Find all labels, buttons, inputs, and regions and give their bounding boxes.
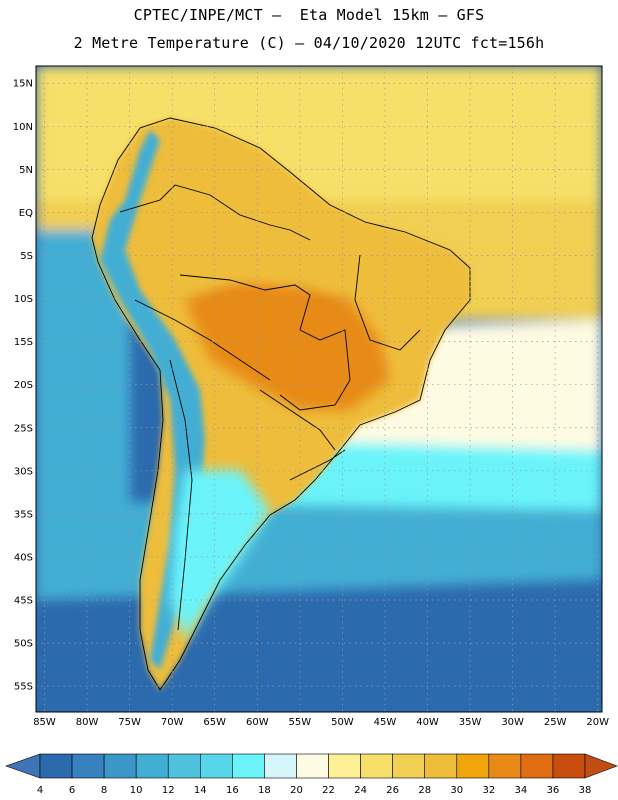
title-variable: 2 Metre Temperature (C) – 04/10/2020 12U… [73,34,545,52]
colorbar-segment [103,753,137,779]
lat-label: 15S [14,337,33,348]
colorbar-label: 34 [515,785,528,796]
colorbar-label: 22 [322,785,335,796]
ocean-band-pacific-mid [36,230,130,520]
country-borders [91,117,471,691]
border-chile-argentina [169,359,193,631]
colorbar-segment [264,753,297,779]
colorbar-label: 10 [130,785,143,796]
colorbar-segment [424,753,458,779]
colorbar-segment [456,753,490,779]
border-north [119,184,311,241]
lat-label: 20S [14,380,33,391]
border-brazil-states [354,254,421,351]
colorbar-label: 30 [450,785,463,796]
border-paraguay [259,389,336,451]
colorbar-segment [520,753,554,779]
lat-label: 35S [14,509,33,520]
colorbar-label: 28 [418,785,431,796]
lat-label: 40S [14,552,33,563]
longitude-labels: 85W 80W 75W 70W 65W 60W 55W 50W 45W 40W 35W 30W 25W 2… [33,717,609,728]
colorbar-label: 18 [258,785,271,796]
colorbar-low-arrow [5,753,41,779]
border-uruguay [289,449,346,481]
border-peru-bolivia [134,299,271,381]
colorbar-label: 20 [290,785,303,796]
lon-label: 25W [544,717,567,728]
ocean-band-cool [260,440,602,520]
colorbar-segment [199,753,233,779]
lon-label: 35W [459,717,482,728]
colorbar-label: 26 [386,785,399,796]
border-brazil-west [179,274,351,411]
graticule [36,66,602,712]
lat-label: 25S [14,423,33,434]
colorbar-label: 32 [482,785,495,796]
lon-label: 70W [161,717,184,728]
colorbar-label: 14 [194,785,207,796]
lat-label: 10N [13,122,33,133]
colorbar-high-arrow [584,753,618,779]
lat-label: 55S [14,682,33,693]
colorbar-label: 24 [354,785,367,796]
colorbar-segment [328,753,361,779]
lat-label: 50S [14,639,33,650]
colorbar-segment [392,753,426,779]
map-frame [35,65,603,713]
land-hot-zone [185,280,390,410]
colorbar-label: 38 [579,785,592,796]
colorbar-segment [39,753,73,779]
lat-label: 45S [14,596,33,607]
lat-label: 30S [14,466,33,477]
colorbar-segment [488,753,522,779]
colorbar-label: 6 [69,785,75,796]
lon-label: 45W [374,717,397,728]
lon-label: 50W [331,717,354,728]
lon-label: 65W [203,717,226,728]
land-warm-zone [120,190,380,290]
colorbar-segment [552,753,586,779]
colorbar-label: 8 [101,785,107,796]
colorbar-segment [360,753,393,779]
colorbar-segment [296,753,329,779]
latitude-labels: 15N 10N 5N EQ 5S 10S 15S 20S 25S 30S 35S 40S 45S 50S 5… [13,79,33,693]
lon-label: 20W [586,717,609,728]
patagonia-cool-zone [170,470,270,640]
lon-label: 40W [416,717,439,728]
lon-label: 85W [33,717,56,728]
colorbar-segment [135,753,169,779]
lon-label: 75W [118,717,141,728]
lon-label: 30W [501,717,524,728]
coastline [91,117,471,691]
colorbar-label: 4 [37,785,43,796]
title-model: CPTEC/INPE/MCT – Eta Model 15km – GFS [133,6,485,24]
colorbar-segment [71,753,105,779]
lat-label: EQ [19,208,33,219]
colorbar-label: 16 [226,785,239,796]
colorbar-label: 36 [547,785,560,796]
colorbar-segment [232,753,265,779]
lon-label: 60W [246,717,269,728]
lat-label: 5S [20,251,33,262]
colorbar-label: 12 [162,785,175,796]
colorbar-segment [167,753,201,779]
lat-label: 10S [14,294,33,305]
lat-label: 15N [13,79,33,90]
map-field [36,66,602,712]
lon-label: 55W [289,717,312,728]
colorbar: 4 6 8 10 12 14 16 18 20 22 24 26 28 30 32 34 36 38 [5,753,618,796]
lon-label: 80W [76,717,99,728]
lat-label: 5N [19,165,33,176]
